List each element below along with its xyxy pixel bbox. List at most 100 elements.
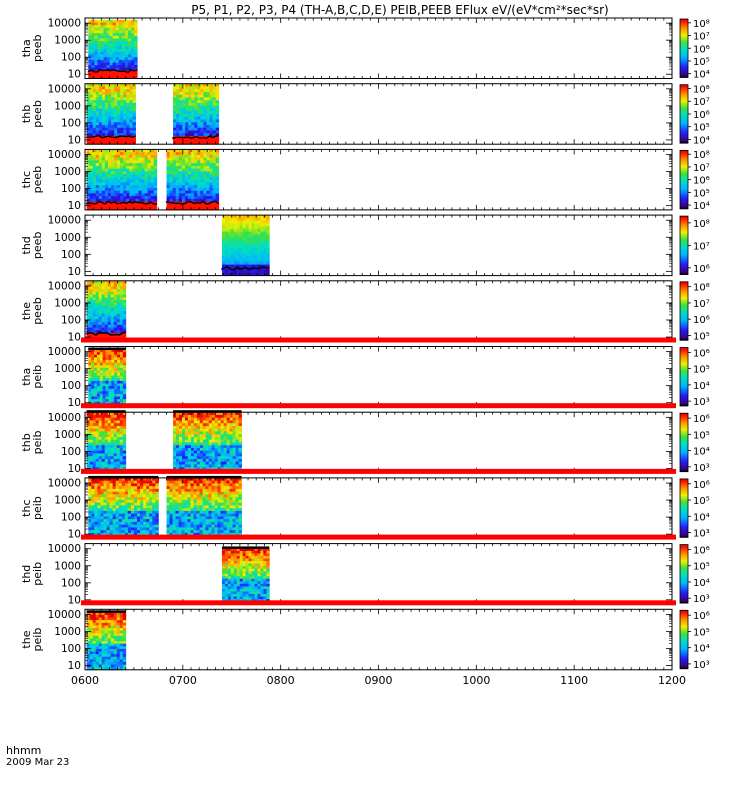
colorbar-tick-label: 10⁵ bbox=[693, 331, 710, 342]
y-tick-label: 10000 bbox=[48, 543, 81, 555]
colorbar-tick-label: 10⁴ bbox=[693, 135, 710, 146]
colorbar bbox=[679, 478, 689, 538]
colorbar-tick-label: 10⁴ bbox=[693, 447, 710, 458]
spectrogram-segment bbox=[85, 83, 136, 145]
colorbar-tick-label: 10⁸ bbox=[693, 283, 710, 294]
colorbar-tick-label: 10⁵ bbox=[693, 365, 710, 376]
fill-separator-bar bbox=[81, 600, 676, 606]
colorbar-tick-label: 10⁶ bbox=[693, 348, 710, 359]
x-tick-label: 1100 bbox=[560, 674, 588, 687]
y-tick-label: 100 bbox=[61, 512, 81, 524]
segment-top-edge bbox=[86, 410, 126, 413]
y-tick-label: 10 bbox=[68, 69, 81, 81]
panel-label-probe: thc bbox=[20, 499, 33, 516]
colorbar-tick-label: 10⁴ bbox=[693, 578, 710, 589]
panel-background bbox=[85, 346, 672, 407]
segment-top-edge bbox=[221, 546, 270, 549]
colorbar-tick-label: 10⁵ bbox=[693, 57, 710, 68]
x-tick-label: 1200 bbox=[658, 674, 686, 687]
segment-top-edge bbox=[88, 347, 126, 351]
panel-label-product: peib bbox=[31, 365, 44, 389]
panel-label-probe: the bbox=[20, 630, 33, 648]
colorbar-tick-label: 10⁶ bbox=[693, 44, 710, 55]
spectrogram-segment bbox=[86, 610, 127, 671]
colorbar bbox=[679, 215, 689, 276]
colorbar-tick-label: 10⁴ bbox=[693, 381, 710, 392]
y-tick-label: 100 bbox=[61, 183, 81, 195]
fill-separator-bar bbox=[81, 534, 676, 540]
date-label: 2009 Mar 23 bbox=[6, 757, 69, 768]
colorbar-tick-label: 10⁶ bbox=[693, 176, 710, 187]
colorbar-tick-label: 10⁴ bbox=[693, 70, 710, 81]
spectrogram-segment bbox=[221, 546, 270, 605]
colorbar-tick-label: 10⁸ bbox=[693, 150, 710, 161]
colorbar bbox=[679, 18, 689, 78]
y-tick-label: 10 bbox=[68, 594, 81, 606]
y-tick-label: 10000 bbox=[48, 215, 81, 227]
y-tick-label: 10 bbox=[68, 332, 81, 344]
panel-label-probe: thb bbox=[20, 105, 33, 123]
colorbar-tick-label: 10⁶ bbox=[693, 545, 710, 556]
colorbar-tick-label: 10³ bbox=[693, 397, 710, 408]
panel-background bbox=[85, 215, 672, 276]
y-tick-label: 10 bbox=[68, 463, 81, 475]
panel-background bbox=[85, 609, 672, 670]
colorbar bbox=[679, 412, 689, 473]
time-label: hhmm bbox=[6, 744, 41, 757]
segment-top-edge bbox=[166, 475, 242, 479]
panel-label-probe: the bbox=[20, 302, 33, 320]
spectrogram-segment bbox=[172, 83, 220, 145]
colorbar-tick-label: 10⁷ bbox=[693, 299, 710, 310]
y-tick-label: 1000 bbox=[54, 297, 81, 309]
spacecraft-potential-line bbox=[85, 200, 157, 205]
y-tick-label: 100 bbox=[61, 446, 81, 458]
colorbar-tick-label: 10⁴ bbox=[693, 201, 710, 212]
y-tick-label: 10 bbox=[68, 397, 81, 409]
panel-label-product: peeb bbox=[31, 100, 44, 128]
y-tick-label: 10000 bbox=[48, 346, 81, 358]
panel-background bbox=[85, 543, 672, 605]
colorbar-tick-label: 10⁸ bbox=[693, 219, 710, 230]
spacecraft-potential-line bbox=[221, 266, 270, 271]
colorbar-tick-label: 10⁵ bbox=[693, 562, 710, 573]
y-tick-label: 10 bbox=[68, 529, 81, 541]
panel-label-product: peeb bbox=[31, 297, 44, 325]
spectrogram-segment bbox=[165, 149, 220, 211]
colorbar-tick-label: 10³ bbox=[693, 594, 710, 605]
colorbar-tick-label: 10⁴ bbox=[693, 644, 710, 655]
y-tick-label: 10 bbox=[68, 266, 81, 278]
y-tick-label: 1000 bbox=[54, 166, 81, 178]
colorbar-tick-label: 10⁵ bbox=[693, 430, 710, 441]
panel-label-probe: thb bbox=[20, 433, 33, 451]
colorbar-tick-label: 10⁶ bbox=[693, 264, 710, 275]
y-tick-label: 100 bbox=[61, 249, 81, 261]
spectrogram-segment bbox=[85, 149, 158, 211]
y-tick-label: 1000 bbox=[54, 100, 81, 112]
fill-separator-bar bbox=[81, 468, 676, 474]
colorbar-tick-label: 10⁶ bbox=[693, 611, 710, 622]
colorbar-tick-label: 10⁶ bbox=[693, 414, 710, 425]
spacecraft-potential-line bbox=[87, 69, 138, 74]
segment-top-edge bbox=[86, 610, 126, 613]
spacecraft-potential-line bbox=[165, 200, 220, 205]
panel-label-product: peib bbox=[31, 496, 44, 520]
colorbar bbox=[679, 609, 689, 670]
colorbar-tick-label: 10⁷ bbox=[693, 163, 710, 174]
panel-background bbox=[85, 18, 672, 79]
panel-label-product: peeb bbox=[31, 166, 44, 194]
y-tick-label: 1000 bbox=[54, 626, 81, 638]
colorbar bbox=[679, 281, 689, 341]
y-tick-label: 100 bbox=[61, 52, 81, 64]
colorbar-tick-label: 10³ bbox=[693, 660, 710, 671]
panel-label-probe: thd bbox=[20, 236, 33, 254]
y-tick-label: 100 bbox=[61, 117, 81, 129]
y-tick-label: 10000 bbox=[48, 18, 81, 30]
colorbar-tick-label: 10⁵ bbox=[693, 496, 710, 507]
y-tick-label: 10000 bbox=[48, 609, 81, 621]
